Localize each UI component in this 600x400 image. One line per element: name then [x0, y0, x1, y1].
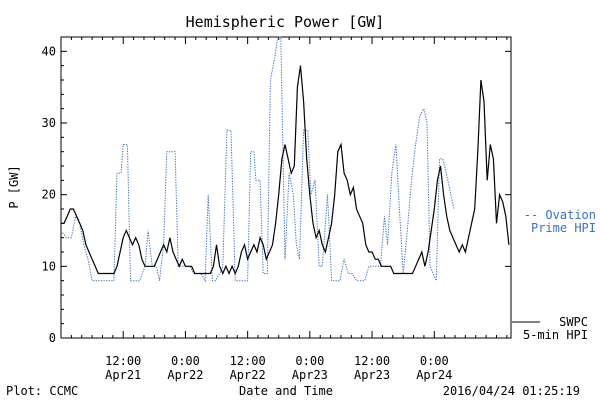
- legend-swpc-label: 5-min HPI: [523, 328, 588, 342]
- y-axis: 0 10 20 30 40: [42, 36, 511, 345]
- legend-ovation-label: -- Ovation: [524, 208, 596, 222]
- y-axis-label: P [GW]: [7, 165, 21, 208]
- x-tick-time-label: 0:00: [420, 354, 449, 368]
- legend-ovation-label: Prime HPI: [531, 221, 596, 235]
- y-tick-label: 40: [42, 44, 56, 58]
- x-tick-date-label: Apr21: [105, 368, 141, 382]
- chart-title: Hemispheric Power [GW]: [186, 13, 385, 31]
- swpc-series-line: [61, 65, 510, 276]
- x-tick-date-label: Apr24: [416, 368, 452, 382]
- x-axis-label: Date and Time: [239, 384, 333, 398]
- x-axis: 12:00Apr210:00Apr2212:00Apr220:00Apr2312…: [60, 37, 508, 382]
- x-tick-time-label: 0:00: [295, 354, 324, 368]
- plot-credit: Plot: CCMC: [6, 384, 78, 398]
- plot-timestamp: 2016/04/24 01:25:19: [443, 384, 580, 398]
- x-tick-date-label: Apr22: [230, 368, 266, 382]
- x-tick-date-label: Apr23: [292, 368, 328, 382]
- x-tick-time-label: 12:00: [105, 354, 141, 368]
- y-tick-label: 30: [42, 116, 56, 130]
- y-tick-label: 0: [49, 331, 56, 345]
- ovation-prime-series-line: [60, 36, 455, 283]
- plot-frame: [60, 36, 512, 339]
- y-tick-label: 20: [42, 188, 56, 202]
- x-tick-time-label: 12:00: [354, 354, 390, 368]
- x-tick-date-label: Apr22: [167, 368, 203, 382]
- series-layer: [60, 36, 510, 283]
- x-tick-time-label: 12:00: [230, 354, 266, 368]
- y-tick-label: 10: [42, 259, 56, 273]
- legend-swpc-label: SWPC: [559, 315, 588, 329]
- x-tick-date-label: Apr23: [354, 368, 390, 382]
- x-tick-time-label: 0:00: [171, 354, 200, 368]
